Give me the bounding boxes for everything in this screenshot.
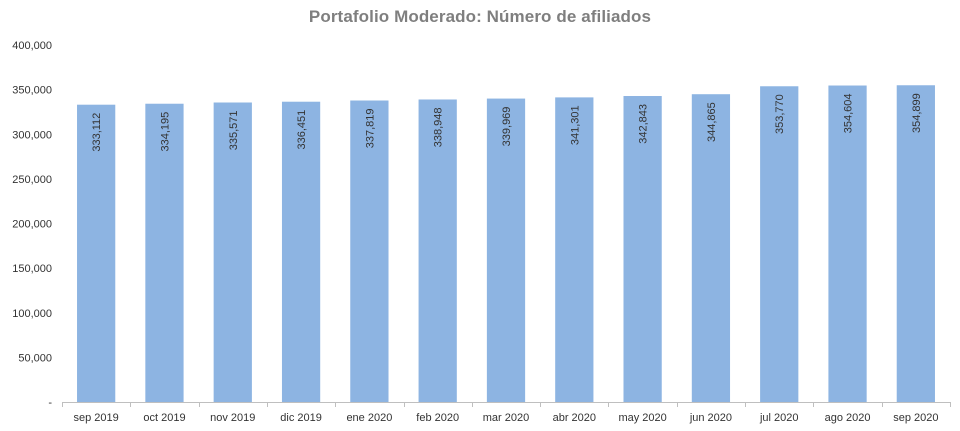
y-tick-label: 100,000 <box>12 308 52 320</box>
bar-data-label: 336,451 <box>296 110 308 150</box>
bar <box>555 97 594 402</box>
bar <box>350 100 389 402</box>
bar-data-label: 339,969 <box>501 107 513 147</box>
x-tick-label: jul 2020 <box>759 412 799 424</box>
bar <box>281 101 321 403</box>
bar-data-label: 354,604 <box>843 94 855 134</box>
y-tick-label: 200,000 <box>12 219 52 231</box>
bar-data-label: 337,819 <box>364 108 376 148</box>
bar <box>418 99 457 403</box>
x-tick-label: mar 2020 <box>483 412 529 424</box>
y-axis-tick-labels: - 50,000 100,000 150,000 200,000 250,000 300,0… <box>12 40 52 409</box>
bar <box>760 86 799 402</box>
bar-data-label: 354,899 <box>911 93 923 133</box>
bar-series <box>77 85 935 403</box>
bar <box>896 85 935 403</box>
y-tick-label: 150,000 <box>12 263 52 275</box>
x-tick-label: dic 2019 <box>280 412 322 424</box>
y-tick-label: 250,000 <box>12 174 52 186</box>
x-tick-label: feb 2020 <box>416 412 459 424</box>
x-tick-label: ene 2020 <box>346 412 392 424</box>
chart-title: Portafolio Moderado: Número de afiliados <box>308 7 652 26</box>
bar-data-label: 341,301 <box>569 105 581 145</box>
x-tick-label: sep 2020 <box>893 412 938 424</box>
x-tick-label: nov 2019 <box>210 412 255 424</box>
x-tick-label: ago 2020 <box>825 412 871 424</box>
bar <box>691 94 731 403</box>
y-tick-label: 400,000 <box>12 40 52 52</box>
y-tick-label: 350,000 <box>12 85 52 97</box>
bar-data-labels: 333,112 334,195 335,571 336,451 337,819 338,9… <box>91 93 923 151</box>
bar <box>145 103 184 403</box>
bar <box>77 104 116 402</box>
y-tick-label: 50,000 <box>18 352 52 364</box>
x-tick-label: may 2020 <box>618 412 666 424</box>
x-tick-label: abr 2020 <box>553 412 596 424</box>
y-tick-label: - <box>48 397 52 409</box>
bar-data-label: 338,948 <box>433 107 445 147</box>
bar <box>486 98 526 402</box>
bar-data-label: 333,112 <box>91 113 103 152</box>
bar-data-label: 342,843 <box>638 104 650 144</box>
bar-data-label: 334,195 <box>159 112 171 152</box>
x-tick-label: oct 2019 <box>143 412 185 424</box>
bar-data-label: 344,865 <box>706 102 718 142</box>
x-axis-tick-labels: sep 2019 oct 2019 nov 2019 dic 2019 ene 2020… <box>74 412 939 424</box>
bar <box>623 96 662 402</box>
bar-data-label: 353,770 <box>774 94 786 134</box>
bar <box>213 102 252 403</box>
bar <box>828 85 867 402</box>
x-tick-label: jun 2020 <box>689 412 732 424</box>
x-axis-tick-marks <box>62 402 951 407</box>
bar-data-label: 335,571 <box>228 111 240 151</box>
y-tick-label: 300,000 <box>12 129 52 141</box>
x-tick-label: sep 2019 <box>74 412 119 424</box>
